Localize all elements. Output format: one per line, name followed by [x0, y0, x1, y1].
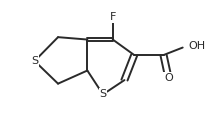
- Text: S: S: [99, 89, 106, 99]
- Text: OH: OH: [188, 41, 205, 51]
- Text: O: O: [164, 73, 173, 83]
- Text: S: S: [31, 56, 38, 66]
- Text: F: F: [110, 12, 116, 22]
